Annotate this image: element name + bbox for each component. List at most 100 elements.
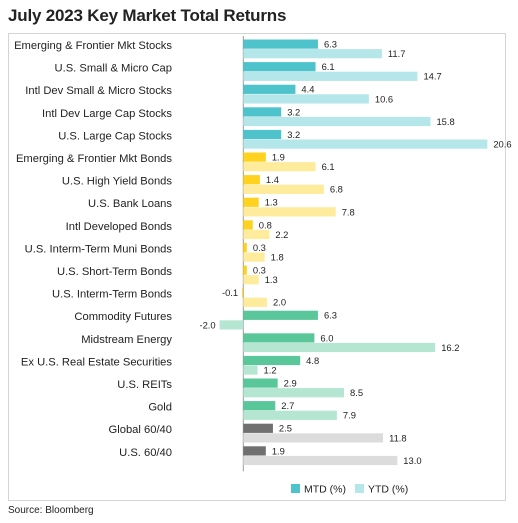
bar-ytd [243,184,324,194]
value-label-mtd: 0.3 [253,265,266,276]
bar-ytd [243,49,382,59]
bar-ytd [243,71,418,81]
value-label-ytd: 16.2 [441,342,459,353]
bar-mtd [243,401,276,411]
bar-ytd [243,297,267,307]
bar-mtd [243,107,282,117]
category-label: Emerging & Frontier Mkt Stocks [14,40,172,52]
source-note: Source: Bloomberg [8,505,94,516]
bar-mtd [243,129,282,140]
category-label: Intl Developed Bonds [66,221,173,233]
value-label-ytd: 6.1 [322,161,335,172]
value-label-ytd: 7.9 [343,410,356,421]
value-label-mtd: 0.3 [253,242,266,253]
bar-ytd [243,410,337,420]
value-label-ytd: 6.8 [330,184,343,195]
bar-mtd [243,378,278,388]
value-label-mtd: 6.3 [324,310,337,321]
bar-mtd [243,423,273,433]
value-label-mtd: 6.3 [324,39,337,50]
value-label-ytd: 8.5 [350,387,363,398]
value-label-mtd: 1.3 [265,197,278,208]
value-label-ytd: 7.8 [342,206,355,217]
value-label-ytd: 11.7 [388,48,406,59]
bar-ytd [243,116,431,127]
category-label: Ex U.S. Real Estate Securities [21,356,172,368]
category-label: U.S. Large Cap Stocks [58,130,172,142]
value-label-ytd: 15.8 [436,116,454,127]
value-label-mtd: 6.0 [320,332,333,343]
value-label-mtd: 1.4 [266,174,279,185]
bar-ytd [243,388,344,398]
value-label-ytd: 10.6 [375,93,393,104]
bar-mtd [243,220,253,230]
bar-mtd [243,310,318,320]
value-label-ytd: 11.8 [389,432,407,443]
bar-mtd [243,446,266,456]
category-label: Commodity Futures [74,311,172,323]
chart-frame [8,33,506,501]
bar-ytd [243,207,336,217]
value-label-ytd: -2.0 [199,319,215,330]
value-label-ytd: 1.2 [264,365,277,376]
bar-ytd [243,94,369,104]
value-label-ytd: 2.2 [275,229,288,240]
bar-mtd [243,39,318,49]
legend-swatch-ytd [355,484,364,493]
bar-mtd [243,175,260,185]
bar-ytd [219,320,244,330]
category-label: Intl Dev Small & Micro Stocks [25,85,172,97]
value-label-mtd: 4.4 [301,84,314,95]
category-label: Intl Dev Large Cap Stocks [42,108,172,120]
category-label: U.S. Bank Loans [88,198,172,210]
bar-ytd [243,365,258,375]
value-label-ytd: 13.0 [403,455,421,466]
value-label-ytd: 2.0 [273,297,286,308]
value-label-mtd: 4.8 [306,355,319,366]
value-label-mtd: 3.2 [287,129,300,140]
bar-ytd [243,252,265,262]
legend-label-ytd: YTD (%) [368,484,408,496]
value-label-ytd: 20.6 [493,139,511,150]
category-label: U.S. 60/40 [119,447,172,459]
bar-ytd [243,229,270,240]
category-label: U.S. REITs [117,379,172,391]
bar-ytd [243,455,398,466]
bar-ytd [243,162,316,172]
bar-ytd [243,139,488,149]
bar-mtd [243,84,296,94]
chart-title: July 2023 Key Market Total Returns [8,6,287,25]
category-label: Global 60/40 [109,424,172,436]
value-label-mtd: 0.8 [259,219,272,230]
legend-label-mtd: MTD (%) [304,484,346,496]
value-label-mtd: 2.9 [284,378,297,389]
bar-mtd [243,333,315,343]
bar-mtd [243,242,247,253]
bar-mtd [243,197,259,207]
bar-mtd [243,265,247,275]
value-label-mtd: 2.5 [279,423,292,434]
category-label: Midstream Energy [81,334,172,346]
bar-mtd [243,62,316,72]
bar-mtd [243,152,266,162]
bar-ytd [243,433,384,443]
bar-mtd [243,355,301,366]
value-label-mtd: -0.1 [222,287,238,298]
category-label: U.S. Interm-Term Bonds [52,289,172,301]
category-label: U.S. Short-Term Bonds [57,266,172,278]
category-label: U.S. Small & Micro Cap [55,63,173,75]
value-label-mtd: 6.1 [322,61,335,72]
value-label-ytd: 1.8 [271,252,284,263]
category-label: U.S. Interm-Term Muni Bonds [25,243,173,255]
value-label-mtd: 1.9 [272,445,285,456]
value-label-ytd: 14.7 [423,71,441,82]
value-label-mtd: 2.7 [281,400,294,411]
category-label: U.S. High Yield Bonds [62,176,172,188]
value-label-mtd: 3.2 [287,106,300,117]
value-label-ytd: 1.3 [265,274,278,285]
bar-mtd [242,288,244,298]
legend-swatch-mtd [291,484,300,493]
bar-ytd [243,342,436,353]
value-label-mtd: 1.9 [272,152,285,163]
